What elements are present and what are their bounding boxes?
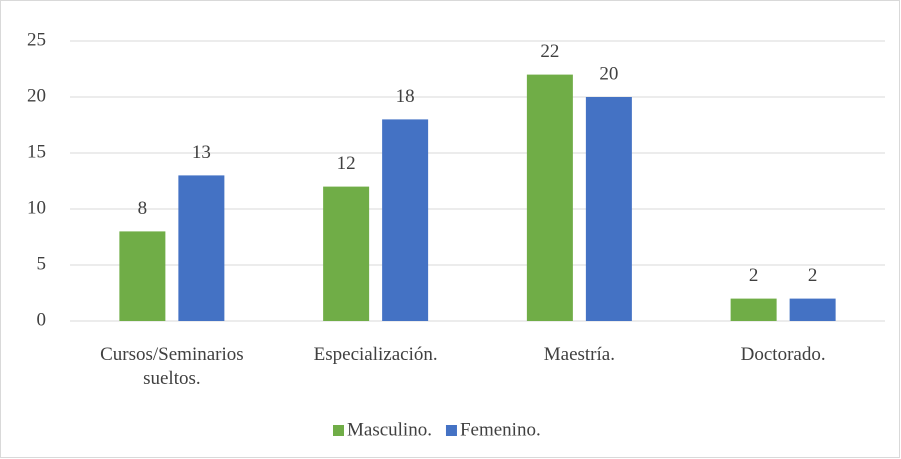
legend-label: Masculino. (347, 419, 432, 440)
data-label: 2 (808, 265, 818, 286)
legend-swatch (333, 425, 344, 436)
bar (323, 186, 370, 321)
y-tick-label: 15 (27, 141, 46, 162)
data-label: 12 (337, 153, 356, 174)
bar (730, 298, 777, 321)
data-label: 2 (749, 265, 759, 286)
legend-label: Femenino. (460, 419, 541, 440)
y-tick-label: 20 (27, 85, 46, 106)
x-tick-label: Doctorado. (740, 344, 826, 365)
y-tick-label: 25 (27, 29, 46, 50)
x-tick-label: Cursos/Seminarios sueltos. (100, 344, 244, 389)
x-tick-label: Especialización. (313, 344, 438, 365)
data-label: 8 (138, 198, 148, 219)
data-label: 18 (396, 86, 415, 107)
y-tick-label: 0 (37, 309, 47, 330)
bar (382, 119, 429, 322)
x-tick-label: Maestría. (543, 344, 615, 365)
data-label: 13 (192, 142, 211, 163)
bar (526, 74, 573, 321)
y-tick-label: 10 (27, 197, 46, 218)
data-label: 20 (599, 63, 618, 84)
data-label: 22 (540, 41, 559, 62)
bar (119, 231, 166, 321)
y-tick-label: 5 (37, 253, 47, 274)
bar (178, 175, 225, 321)
bar (789, 298, 836, 321)
legend-swatch (445, 425, 457, 436)
bar (585, 97, 632, 321)
